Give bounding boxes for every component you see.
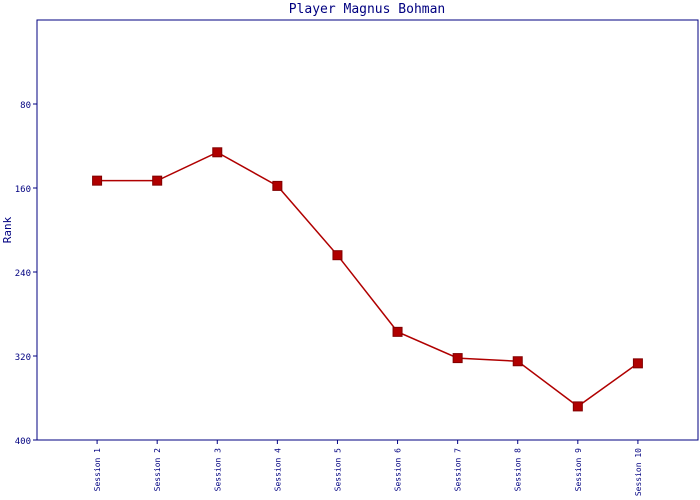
x-tick-label: Session 8 [514, 448, 523, 492]
data-point [392, 326, 403, 337]
chart-title: Player Magnus Bohman [289, 2, 446, 17]
data-point [572, 401, 583, 412]
data-point [152, 175, 163, 186]
data-point [92, 175, 103, 186]
x-tick-label: Session 10 [634, 448, 643, 496]
x-tick-label: Session 9 [574, 448, 583, 492]
data-point [632, 358, 643, 369]
data-point [332, 250, 343, 261]
y-tick-label: 240 [15, 269, 31, 279]
y-tick-label: 400 [15, 437, 31, 447]
data-point [212, 147, 223, 158]
x-tick-label: Session 7 [454, 448, 463, 492]
x-tick-label: Session 3 [213, 448, 222, 492]
data-point [452, 353, 463, 364]
data-point [512, 356, 523, 367]
y-axis-label: Rank [1, 216, 14, 243]
data-point [272, 180, 283, 191]
y-tick-label: 320 [15, 353, 31, 363]
plot-frame [36, 19, 699, 441]
y-tick-label: 80 [20, 101, 31, 111]
x-tick-label: Session 6 [394, 448, 403, 492]
x-tick-label: Session 5 [333, 448, 342, 492]
x-tick-label: Session 1 [93, 448, 102, 492]
y-tick-label: 160 [15, 185, 31, 195]
x-tick-label: Session 2 [153, 448, 162, 492]
x-tick-label: Session 4 [273, 448, 282, 492]
series-line [97, 151, 639, 408]
